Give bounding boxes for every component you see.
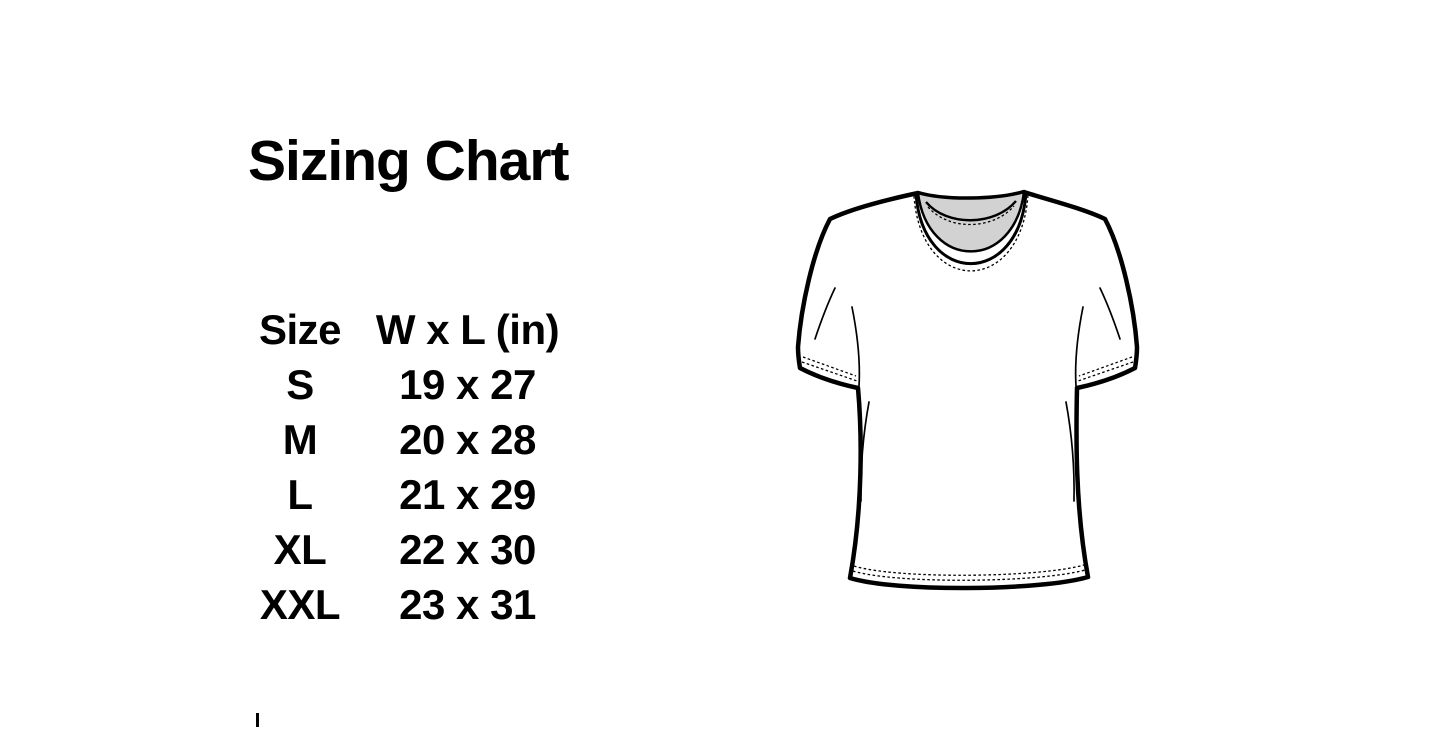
bottom-hem-stitch — [852, 569, 1086, 581]
table-row: M 20 x 28 — [230, 412, 570, 467]
tshirt-illustration — [795, 189, 1140, 591]
back-neck-stitch — [927, 205, 1015, 226]
dimensions-value: 19 x 27 — [399, 361, 536, 408]
dimensions-value: 23 x 31 — [399, 581, 536, 628]
size-label: L — [287, 471, 313, 518]
table-row: XXL 23 x 31 — [230, 577, 570, 632]
size-label: XXL — [259, 581, 341, 628]
back-neck-seam — [925, 200, 1017, 222]
dimensions-value: 22 x 30 — [399, 526, 536, 573]
table-row: S 19 x 27 — [230, 357, 570, 412]
size-label: S — [286, 361, 314, 408]
table-header-row: Size W x L (in) — [230, 302, 570, 357]
right-side-fold — [1065, 401, 1075, 502]
bottom-hem-stitch — [853, 564, 1085, 576]
text-cursor — [256, 713, 259, 727]
tshirt-body-outline — [795, 189, 1140, 591]
size-chart-table: Size W x L (in) S 19 x 27 M 20 x 28 L 21… — [230, 302, 570, 632]
right-armpit-fold — [1074, 306, 1084, 387]
right-sleeve-hem-stitch — [1078, 356, 1133, 377]
size-label: XL — [273, 526, 327, 573]
collar-outer-seam — [914, 192, 1028, 265]
dimensions-value: 21 x 29 — [399, 471, 536, 518]
page-title: Sizing Chart — [248, 129, 570, 193]
table-row: XL 22 x 30 — [230, 522, 570, 577]
dimensions-value: 20 x 28 — [399, 416, 536, 463]
left-armpit-fold — [851, 306, 861, 387]
left-side-fold — [860, 401, 870, 502]
column-header-dimensions: W x L (in) — [375, 306, 560, 353]
size-label: M — [282, 416, 318, 463]
column-header-size: Size — [258, 306, 342, 353]
collar-opening — [916, 190, 1026, 253]
left-sleeve-hem-stitch — [802, 356, 857, 377]
table-row: L 21 x 29 — [230, 467, 570, 522]
right-sleeve-fold — [1099, 287, 1121, 340]
left-sleeve-fold — [814, 287, 836, 340]
